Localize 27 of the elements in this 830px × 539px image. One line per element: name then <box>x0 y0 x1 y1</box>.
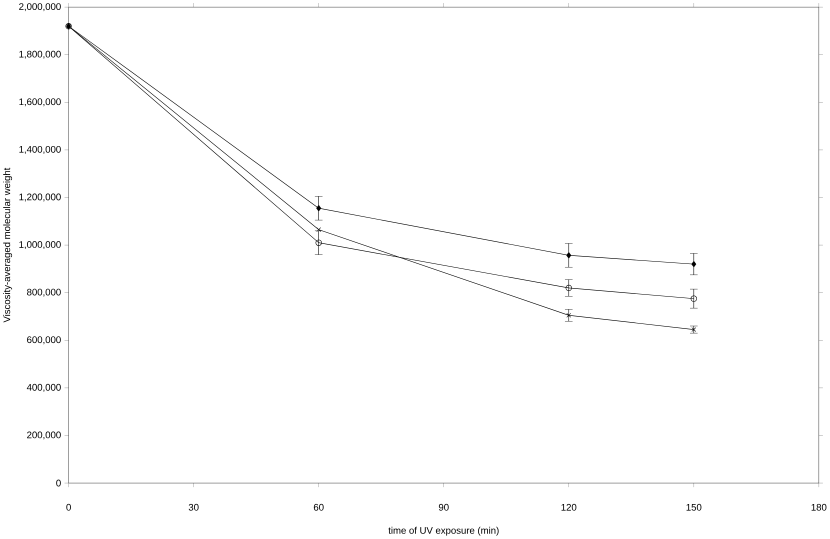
point <box>316 240 322 246</box>
x-tick-label: 90 <box>438 504 449 511</box>
x-tick-label: 30 <box>188 504 199 511</box>
y-tick-label: 400,000 <box>26 384 61 392</box>
y-tick-label: 1,600,000 <box>19 98 61 106</box>
y-tick-label: 600,000 <box>27 336 61 344</box>
y-tick-label: 1,000,000 <box>19 241 61 250</box>
point <box>316 205 322 212</box>
x-tick-label: 180 <box>812 504 826 511</box>
y-tick-label: 1,200,000 <box>19 194 61 202</box>
y-tick-label: 1,400,000 <box>19 146 61 154</box>
x-tick-label: 120 <box>562 504 576 511</box>
x-tick-label: 0 <box>66 504 71 511</box>
y-tick-label: 800,000 <box>27 288 61 297</box>
x-tick-label: 150 <box>686 504 702 511</box>
point <box>566 252 572 259</box>
x-tick-label: 60 <box>314 504 324 511</box>
x-axis-title: time of UV exposure (min) <box>388 526 499 536</box>
y-tick-label: 200,000 <box>27 432 61 440</box>
y-tick-label: 1,800,000 <box>19 50 61 59</box>
point <box>691 261 696 268</box>
y-axis-title: Viscosity-averaged molecular weight <box>3 168 12 323</box>
y-tick-label: 2,000,000 <box>19 3 61 12</box>
point <box>566 313 572 318</box>
point <box>690 296 697 302</box>
point <box>566 284 572 292</box>
y-tick-label: 0 <box>56 480 61 487</box>
